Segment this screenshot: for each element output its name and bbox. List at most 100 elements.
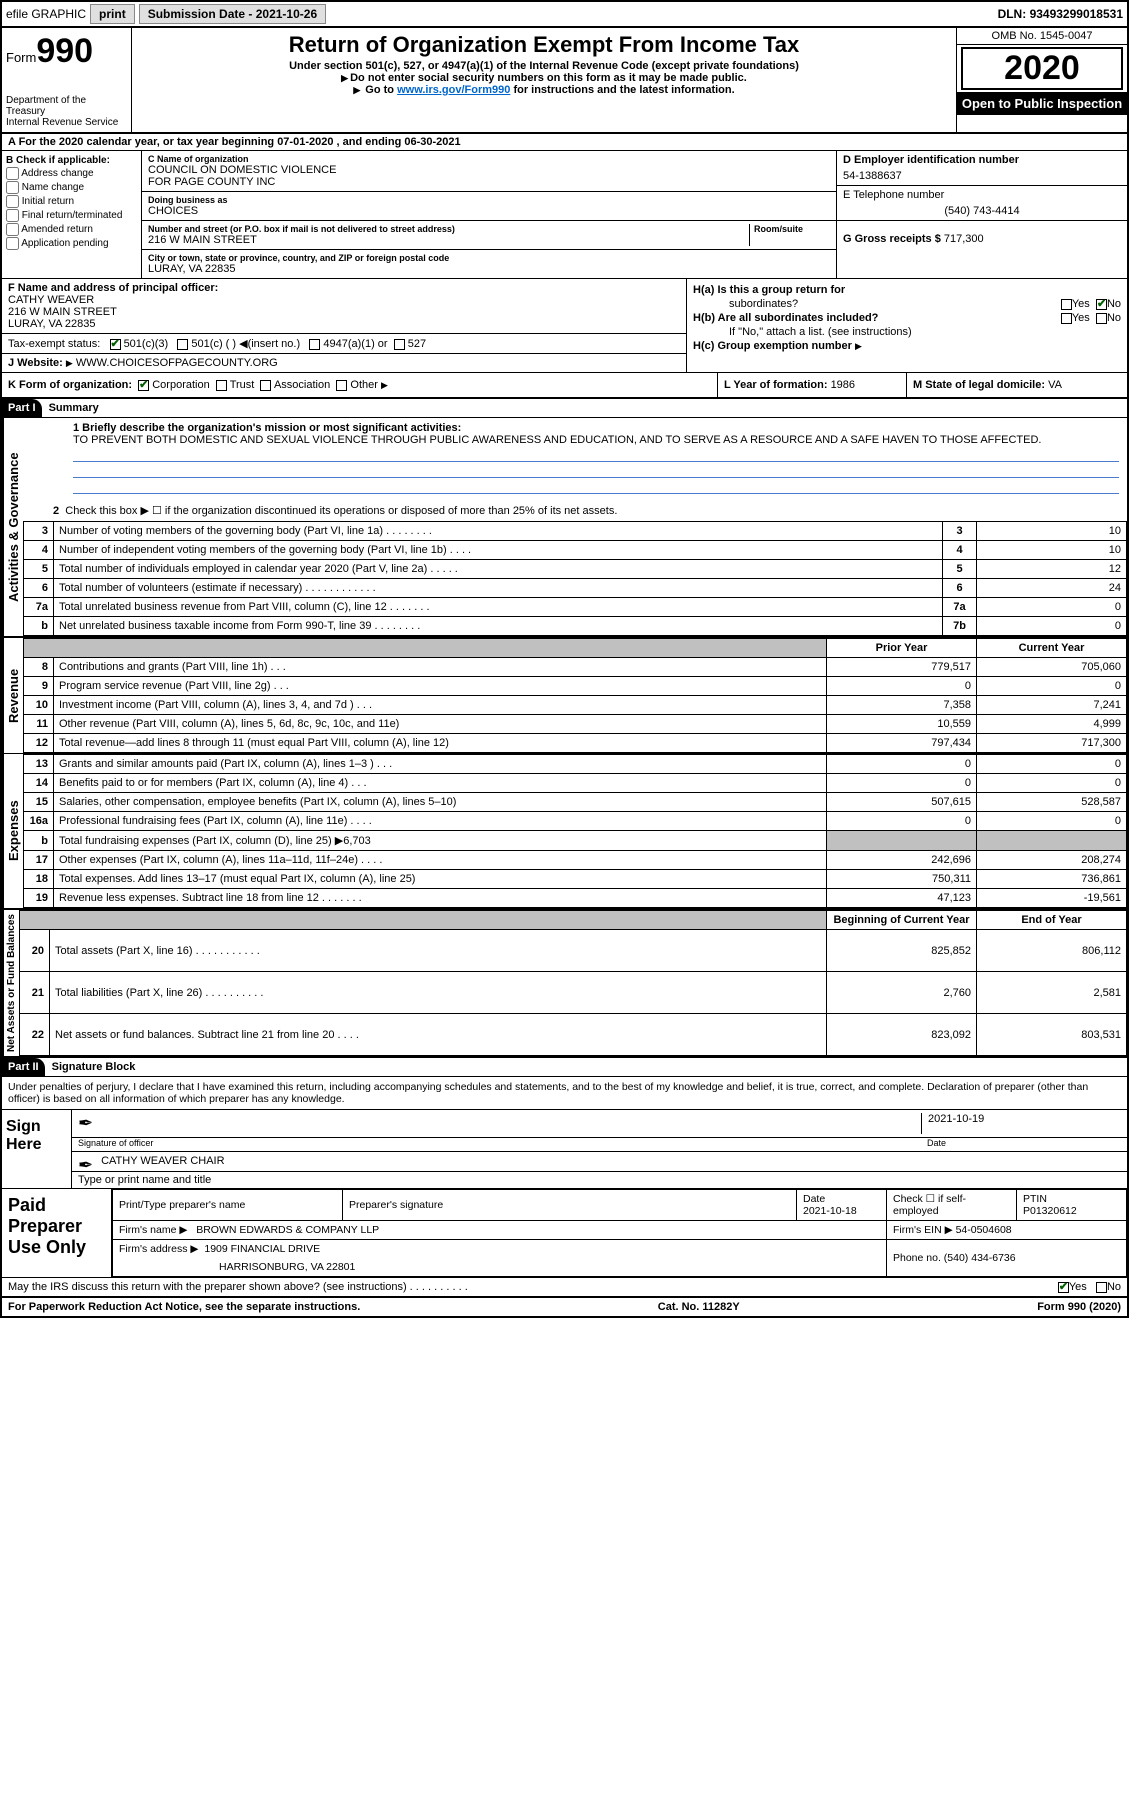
phone-value: (540) 434-6736 xyxy=(944,1252,1016,1264)
officer-name: CATHY WEAVER xyxy=(8,294,680,306)
sign-here-block: Sign Here ✒ 2021-10-19 Signature of offi… xyxy=(2,1109,1127,1188)
col-current-year: Current Year xyxy=(977,639,1127,658)
row-a-tax-year: A For the 2020 calendar year, or tax yea… xyxy=(2,134,1127,151)
table-row: 6Total number of volunteers (estimate if… xyxy=(24,579,1127,598)
officer-printed-name: CATHY WEAVER CHAIR xyxy=(93,1155,224,1168)
blank-cell xyxy=(54,639,827,658)
chk-address-change[interactable]: Address change xyxy=(6,167,137,180)
form-title: Return of Organization Exempt From Incom… xyxy=(140,32,948,58)
part2-title: Signature Block xyxy=(48,1061,136,1073)
table-row: 7aTotal unrelated business revenue from … xyxy=(24,598,1127,617)
chk-final-return[interactable]: Final return/terminated xyxy=(6,209,137,222)
side-netassets: Net Assets or Fund Balances xyxy=(2,910,19,1056)
dba-label: Doing business as xyxy=(148,195,830,205)
omb-number: OMB No. 1545-0047 xyxy=(957,28,1127,45)
table-row: 16aProfessional fundraising fees (Part I… xyxy=(24,812,1127,831)
firm-name: BROWN EDWARDS & COMPANY LLP xyxy=(196,1224,379,1236)
part1-revenue: Revenue Prior Year Current Year 8Contrib… xyxy=(2,636,1127,753)
chk-4947[interactable] xyxy=(309,339,320,350)
hb-yes[interactable] xyxy=(1061,313,1072,324)
addr-value: 216 W MAIN STREET xyxy=(148,234,745,246)
prep-date-label: Date xyxy=(803,1193,880,1205)
table-row: 17Other expenses (Part IX, column (A), l… xyxy=(24,851,1127,870)
table-row: 5Total number of individuals employed in… xyxy=(24,560,1127,579)
chk-initial-return[interactable]: Initial return xyxy=(6,195,137,208)
table-row: 8Contributions and grants (Part VIII, li… xyxy=(24,658,1127,677)
year-block: OMB No. 1545-0047 2020 Open to Public In… xyxy=(957,28,1127,132)
hb-no[interactable] xyxy=(1096,313,1107,324)
table-row: 9Program service revenue (Part VIII, lin… xyxy=(24,677,1127,696)
org-name-label: C Name of organization xyxy=(148,154,830,164)
hc-label: H(c) Group exemption number xyxy=(693,340,855,352)
discuss-no[interactable] xyxy=(1096,1282,1107,1293)
org-name-2: FOR PAGE COUNTY INC xyxy=(148,176,830,188)
side-activities: Activities & Governance xyxy=(2,418,23,636)
q1-label: 1 Briefly describe the organization's mi… xyxy=(73,422,1119,434)
col-prior-year: Prior Year xyxy=(827,639,977,658)
q2-text: Check this box ▶ ☐ if the organization d… xyxy=(65,505,617,517)
firm-addr1: 1909 FINANCIAL DRIVE xyxy=(204,1243,320,1255)
dba-value: CHOICES xyxy=(148,205,830,217)
part1-expenses: Expenses 13Grants and similar amounts pa… xyxy=(2,753,1127,908)
arrow-icon xyxy=(381,379,388,391)
chk-amended[interactable]: Amended return xyxy=(6,223,137,236)
l-value: 1986 xyxy=(831,379,855,391)
chk-527[interactable] xyxy=(394,339,405,350)
chk-501c3[interactable] xyxy=(110,339,121,350)
k-other[interactable] xyxy=(336,380,347,391)
prep-sig-label: Preparer's signature xyxy=(349,1199,790,1211)
arrow-icon xyxy=(855,340,862,352)
sig-officer-label: Signature of officer xyxy=(78,1138,921,1148)
discuss-row: May the IRS discuss this return with the… xyxy=(2,1277,1127,1296)
org-name-1: COUNCIL ON DOMESTIC VIOLENCE xyxy=(148,164,830,176)
table-row: 14Benefits paid to or for members (Part … xyxy=(24,774,1127,793)
chk-501c[interactable] xyxy=(177,339,188,350)
table-row: 19Revenue less expenses. Subtract line 1… xyxy=(24,889,1127,908)
sig-date-label: Date xyxy=(927,1138,1121,1148)
chk-name-change[interactable]: Name change xyxy=(6,181,137,194)
table-row: 15Salaries, other compensation, employee… xyxy=(24,793,1127,812)
tel-value: (540) 743-4414 xyxy=(843,205,1121,217)
dept-irs: Internal Revenue Service xyxy=(6,117,127,128)
k-assoc[interactable] xyxy=(260,380,271,391)
firm-addr2: HARRISONBURG, VA 22801 xyxy=(219,1261,880,1273)
form-number: 990 xyxy=(36,32,93,70)
table-netassets: Beginning of Current Year End of Year 20… xyxy=(19,910,1127,1056)
phone-label: Phone no. xyxy=(893,1252,944,1264)
top-bar: efile GRAPHIC print Submission Date - 20… xyxy=(2,2,1127,28)
gross-value: 717,300 xyxy=(944,233,984,245)
chk-pending[interactable]: Application pending xyxy=(6,237,137,250)
table-row: 10Investment income (Part VIII, column (… xyxy=(24,696,1127,715)
hb-label: H(b) Are all subordinates included? xyxy=(693,312,878,324)
block-h: H(a) Is this a group return for subordin… xyxy=(687,279,1127,372)
firm-name-label: Firm's name ▶ xyxy=(119,1224,187,1236)
table-row: 4Number of independent voting members of… xyxy=(24,541,1127,560)
sign-here-label: Sign Here xyxy=(2,1110,72,1188)
hb-ifno: If "No," attach a list. (see instruction… xyxy=(729,326,1121,338)
k-corp[interactable] xyxy=(138,380,149,391)
prep-name-label: Print/Type preparer's name xyxy=(119,1199,336,1211)
table-row: bNet unrelated business taxable income f… xyxy=(24,617,1127,636)
ein-value: 54-1388637 xyxy=(843,170,1121,182)
firm-ein: 54-0504608 xyxy=(956,1224,1012,1236)
addr-label: Number and street (or P.O. box if mail i… xyxy=(148,224,745,234)
table-row: 12Total revenue—add lines 8 through 11 (… xyxy=(24,734,1127,753)
part1-netassets: Net Assets or Fund Balances Beginning of… xyxy=(2,908,1127,1056)
prep-date-value: 2021-10-18 xyxy=(803,1205,880,1217)
submission-date-button[interactable]: Submission Date - 2021-10-26 xyxy=(139,4,326,24)
block-f: F Name and address of principal officer:… xyxy=(2,279,687,372)
col-c-org-info: C Name of organization COUNCIL ON DOMEST… xyxy=(142,151,837,278)
side-expenses: Expenses xyxy=(2,754,23,908)
table-row: 11Other revenue (Part VIII, column (A), … xyxy=(24,715,1127,734)
footer-right: Form 990 (2020) xyxy=(1037,1301,1121,1313)
ha-no[interactable] xyxy=(1096,299,1107,310)
blank-line xyxy=(73,464,1119,478)
subtitle-3: Go to www.irs.gov/Form990 for instructio… xyxy=(140,84,948,96)
blank-line xyxy=(73,448,1119,462)
ha-yes[interactable] xyxy=(1061,299,1072,310)
k-trust[interactable] xyxy=(216,380,227,391)
print-button[interactable]: print xyxy=(90,4,135,24)
discuss-yes[interactable] xyxy=(1058,1282,1069,1293)
irs-link[interactable]: www.irs.gov/Form990 xyxy=(397,84,510,96)
table-revenue: Prior Year Current Year 8Contributions a… xyxy=(23,638,1127,753)
